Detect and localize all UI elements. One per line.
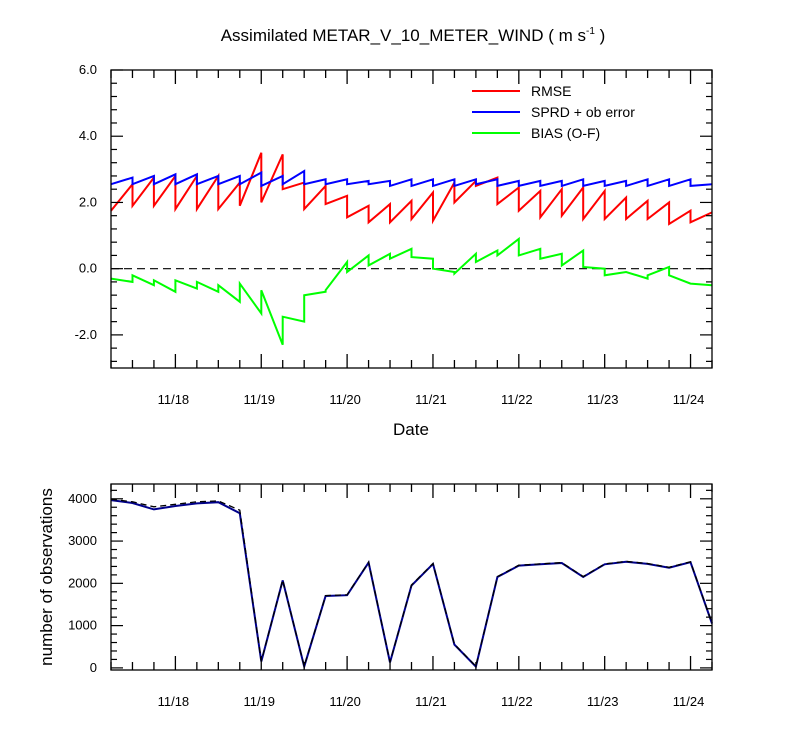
legend: RMSE SPRD + ob error BIAS (O-F) (472, 83, 635, 141)
y-tick-label: 0 (90, 660, 97, 675)
bottom-series-lines (110, 498, 713, 671)
x-tick-label: 11/19 (243, 392, 275, 407)
x-tick-label: 11/18 (158, 694, 190, 709)
top-axis-ticks (110, 69, 713, 368)
x-tick-label: 11/24 (673, 694, 705, 709)
top-series-lines (110, 152, 713, 346)
bottom-axis-ticks (110, 484, 713, 670)
bottom-y-tick-labels: 0 1000 2000 3000 4000 (68, 491, 97, 675)
x-tick-label: 11/23 (587, 392, 619, 407)
x-tick-label: 11/24 (673, 392, 705, 407)
y-tick-label: 4.0 (79, 128, 97, 143)
series-line-rmse (110, 152, 713, 226)
series-line-sprd-ob-error (110, 169, 713, 188)
y-axis-title: number of observations (37, 488, 56, 666)
x-axis-title: Date (393, 420, 429, 439)
y-tick-label: 1000 (68, 618, 97, 633)
x-tick-label: 11/20 (329, 392, 361, 407)
bottom-x-tick-labels: 11/18 11/19 11/20 11/21 11/22 11/23 11/24 (158, 694, 705, 709)
x-tick-label: 11/22 (501, 392, 533, 407)
bottom-plot-frame (110, 483, 713, 671)
top-plot-area: -2.00.02.04.06.0 11/18 11/19 11/20 11/21 11/… (75, 62, 713, 407)
y-tick-label: 6.0 (79, 62, 97, 77)
x-tick-label: 11/23 (587, 694, 619, 709)
x-tick-label: 11/22 (501, 694, 533, 709)
series-line-bias-o-f (110, 236, 713, 346)
y-tick-label: 4000 (68, 491, 97, 506)
series-line-observations-possible (110, 498, 713, 669)
x-tick-label: 11/21 (415, 392, 447, 407)
series-line-observations-used (110, 499, 713, 671)
x-tick-label: 11/21 (415, 694, 447, 709)
y-tick-label: 0.0 (79, 261, 97, 276)
top-y-tick-labels: -2.0 0.0 2.0 4.0 6.0 (75, 62, 97, 342)
legend-label: RMSE (531, 83, 571, 99)
chart-title: Assimilated METAR_V_10_METER_WIND ( m s-… (221, 26, 606, 45)
legend-label: BIAS (O-F) (531, 125, 600, 141)
y-tick-label: 3000 (68, 533, 97, 548)
x-tick-label: 11/20 (329, 694, 361, 709)
top-x-tick-labels: 11/18 11/19 11/20 11/21 11/22 11/23 11/24 (158, 392, 705, 407)
y-tick-label: 2.0 (79, 194, 97, 209)
legend-label: SPRD + ob error (531, 104, 635, 120)
y-tick-label: 2000 (68, 575, 97, 590)
y-tick-label: -2.0 (75, 327, 97, 342)
x-tick-label: 11/19 (243, 694, 275, 709)
x-tick-label: 11/18 (158, 392, 190, 407)
